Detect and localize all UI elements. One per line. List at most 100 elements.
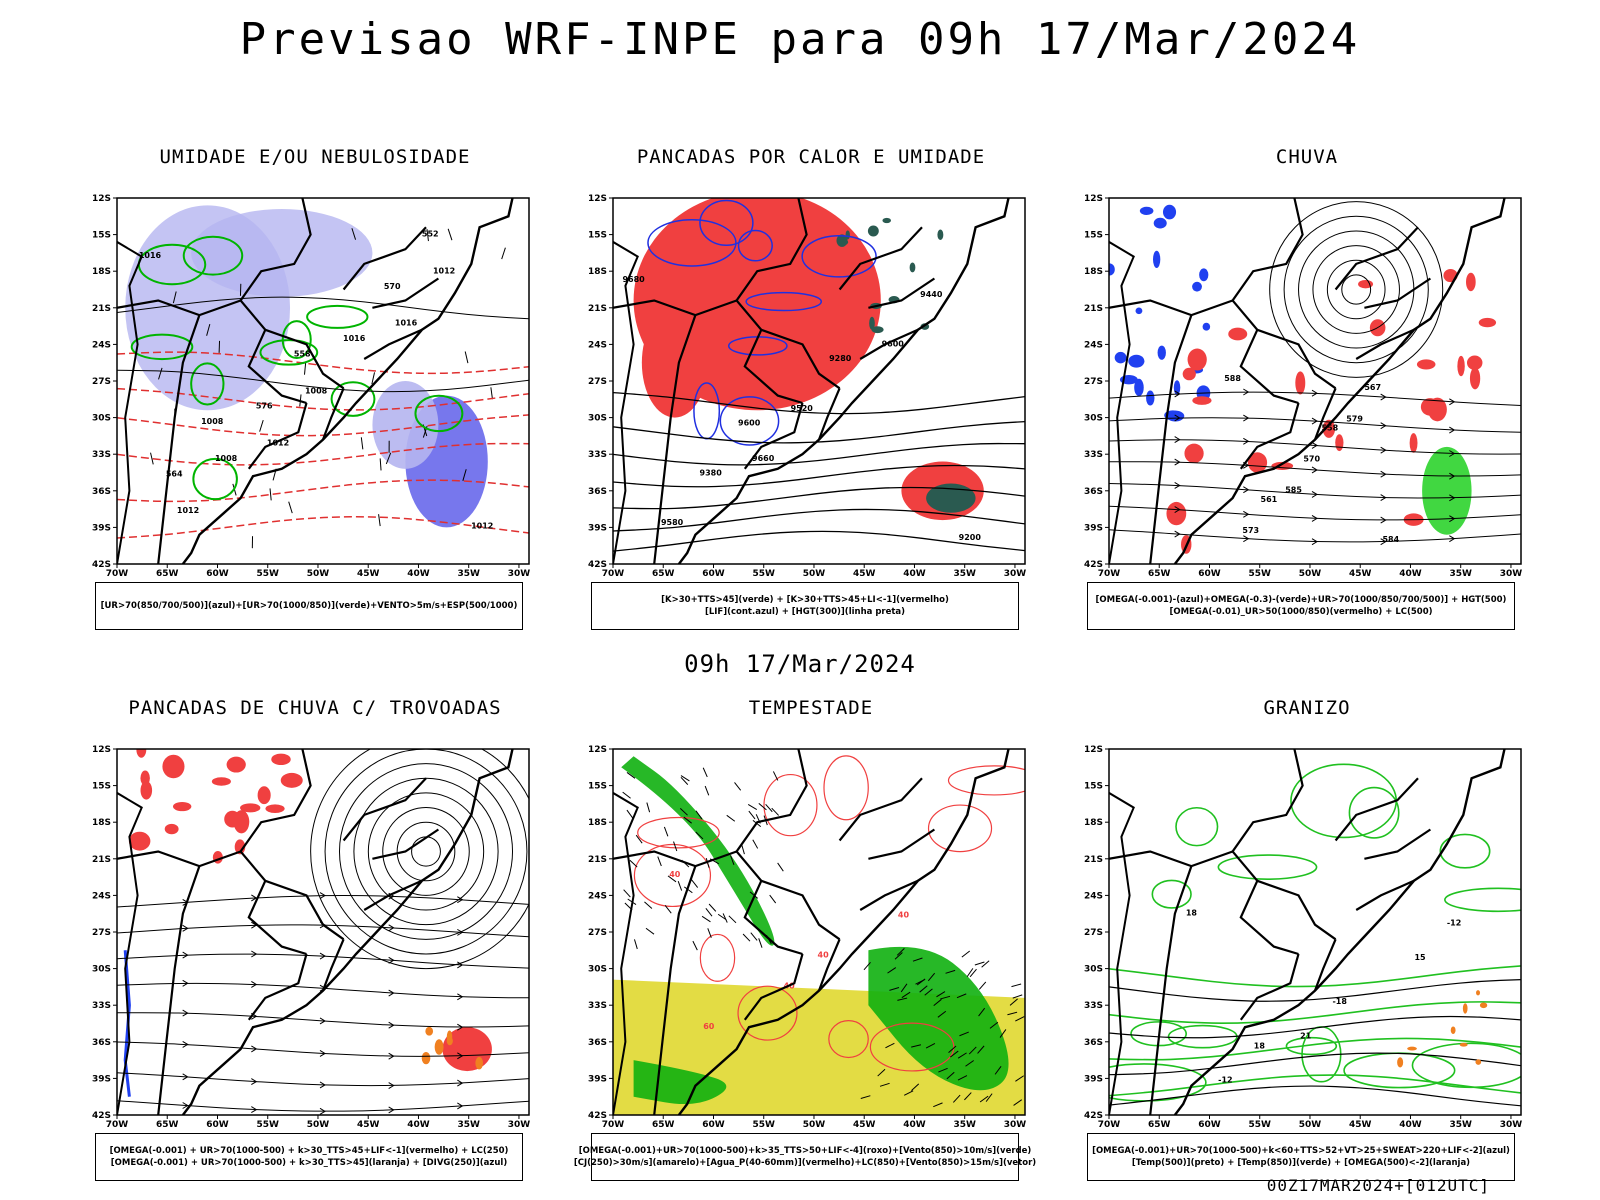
hgt300-contour — [613, 391, 1025, 415]
humidity-contour — [320, 305, 354, 328]
wind-vector — [728, 915, 737, 924]
wind-vector — [900, 983, 908, 993]
wind-vector — [959, 1031, 969, 1037]
contour-label: 9380 — [700, 468, 723, 477]
temp850-contour — [1411, 1042, 1521, 1089]
wind-vector — [938, 1067, 948, 1073]
legend-line: [LIF](cont.azul) + [HGT(300)](linha pret… — [704, 607, 906, 617]
hgt300-contour — [613, 420, 1025, 444]
streamline-arrow — [1380, 494, 1387, 502]
wind-vector — [462, 469, 467, 481]
panel-title: TEMPESTADE — [748, 697, 874, 719]
wind-vector — [750, 932, 758, 941]
wind-vector — [741, 844, 745, 855]
lat-label: 30S — [92, 965, 111, 975]
contour-label: 1012 — [267, 439, 289, 448]
lat-label: 33S — [588, 450, 607, 460]
wind-vector — [629, 859, 638, 868]
streamline-arrow — [319, 1107, 326, 1115]
contour-label: 9440 — [920, 290, 943, 299]
panel-title: UMIDADE E/OU NEBULOSIDADE — [159, 146, 471, 168]
lon-label: 50W — [803, 1120, 826, 1130]
lat-label: 30S — [1084, 414, 1103, 424]
instability-speckle — [845, 230, 850, 240]
country-border — [859, 328, 919, 360]
lif-contour — [745, 291, 823, 312]
instability-speckle — [867, 225, 879, 237]
wind-vector — [663, 826, 669, 837]
contour-label: 573 — [1242, 526, 1259, 535]
lat-label: 15S — [588, 782, 607, 792]
lat-label: 36S — [92, 1038, 111, 1048]
streamline-arrow — [457, 1102, 464, 1110]
lat-label: 24S — [92, 340, 111, 350]
legend-box: [K>30+TTS>45](verde) + [K>30+TTS>45+LI<-… — [591, 582, 1019, 630]
thunder-red — [226, 756, 246, 773]
lat-label: 27S — [588, 377, 607, 387]
lat-label: 36S — [1084, 1038, 1103, 1048]
wind-vector — [911, 1044, 922, 1048]
instability-speckle — [836, 234, 848, 247]
rain-red — [1409, 433, 1418, 453]
wind-vector — [623, 889, 631, 898]
streamline-arrow — [1311, 466, 1318, 474]
contour-label: 9200 — [959, 533, 982, 542]
streamline-arrow — [1449, 398, 1456, 406]
streamline-arrow — [1380, 538, 1387, 546]
contour-label: 60 — [703, 1022, 715, 1031]
wind-vector — [889, 987, 900, 991]
omega-blue — [1192, 281, 1202, 292]
wind-vector — [150, 452, 154, 465]
omega-blue — [1128, 354, 1145, 368]
wind-vector — [158, 367, 163, 380]
rain-red — [1457, 355, 1465, 377]
panel-title: PANCADAS POR CALOR E UMIDADE — [636, 146, 986, 168]
map-chuva: 588 585 579 573 570 567 561 558 584 12S 15S 18S 21S 2… — [1084, 168, 1522, 579]
lif-contour — [719, 396, 780, 446]
wind-vector — [956, 993, 967, 999]
wind-vector — [490, 387, 493, 400]
lat-label: 18S — [588, 267, 607, 277]
map-granizo: 18 21 15 -12 -18 -12 18 12S 15S 18S 21S 24S 27S 30S 33… — [1084, 719, 1522, 1130]
water-contour — [737, 985, 798, 1041]
panel-tempestade: TEMPESTADE 40 40 40 60 40 12S 15S 18S 21S 24S 27S 3… — [574, 697, 1036, 1181]
rain-red — [1469, 367, 1481, 390]
contour-label: 1012 — [433, 266, 455, 275]
wind-vector — [1011, 983, 1022, 988]
wind-vector — [919, 985, 928, 993]
streamline-arrow — [1311, 417, 1318, 425]
contour-label: 1008 — [215, 454, 238, 463]
omega-blue — [1153, 217, 1167, 229]
temp850-contour — [1444, 887, 1521, 913]
wind-vector — [695, 831, 704, 840]
wind-vector — [633, 939, 638, 950]
wind-vector — [885, 1042, 895, 1049]
streamline-arrow — [182, 1102, 189, 1109]
wind-vector — [933, 1102, 943, 1108]
lat-label: 27S — [1084, 928, 1103, 938]
omega-orange — [1476, 990, 1481, 996]
streamline-arrow — [1449, 426, 1456, 434]
wind-vector — [771, 807, 780, 816]
contour-label: 1008 — [305, 386, 328, 395]
wind-vector — [879, 1082, 890, 1087]
panel-title: GRANIZO — [1263, 697, 1351, 719]
country-border — [743, 402, 804, 470]
country-border — [342, 226, 427, 291]
lon-label: 35W — [1449, 1120, 1472, 1130]
wind-vector — [777, 862, 784, 872]
country-border — [760, 328, 841, 390]
wind-vector — [772, 771, 779, 781]
thickness-contour — [117, 479, 529, 503]
wind-vector — [704, 785, 710, 796]
wind-vector — [385, 452, 392, 465]
rain-red — [1335, 434, 1344, 452]
streamline-arrow — [1311, 441, 1318, 449]
instability-fill-green — [926, 483, 976, 513]
map-pancadas-calor: 9680 9660 9600 9580 9520 9440 9380 9280 9200 9600… — [588, 168, 1026, 579]
wind-vector — [957, 1052, 967, 1059]
humidity-contour — [130, 333, 194, 361]
omega-blue — [1162, 204, 1177, 220]
omega-orange — [1450, 1026, 1456, 1034]
west-coastline — [613, 241, 639, 564]
